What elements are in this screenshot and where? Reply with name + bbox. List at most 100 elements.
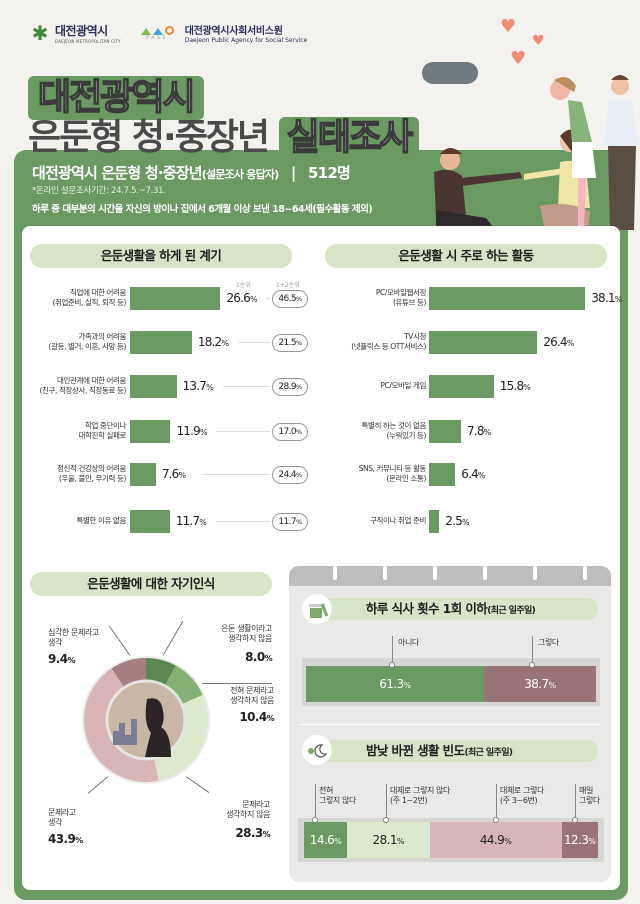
- activity-label: PC/모바일 게임: [380, 381, 426, 390]
- activity-label: PC/모바일웹서핑 (유튜브 등): [375, 288, 426, 307]
- meals-stacked-bar: 61.3% 38.7%: [306, 666, 596, 702]
- reason-label: 가족과의 어려움 (갈등, 별거, 이혼, 사망 등): [48, 332, 127, 351]
- label-tick-dot: [389, 662, 395, 668]
- calendar-ring-icon: [433, 566, 437, 580]
- calendar-ring-icon: [533, 566, 537, 580]
- reason-rank1-value: 11.7%: [175, 514, 207, 528]
- activity-bar: [429, 510, 440, 533]
- woman-silhouette-photo: [105, 679, 187, 761]
- activity-label: TV시청 (넷플릭스 등 OTT서비스): [351, 332, 426, 351]
- label-tick: [575, 784, 576, 820]
- label-tick: [315, 784, 316, 820]
- donut-value: 8.0%: [245, 650, 273, 664]
- activity-value: 15.8%: [499, 379, 531, 393]
- meals-title: 하루 식사 횟수 1회 이하(최근 일주일): [318, 598, 598, 620]
- calendar-ring-icon: [333, 566, 337, 580]
- reason-label: 직업에 대한 어려움 (취업준비, 실직, 퇴직 등): [52, 288, 127, 307]
- label-tick-dot: [383, 817, 389, 823]
- daynight-label: 전혀 그렇지 않다: [319, 786, 356, 805]
- reason-rank12-badge: 24.4%: [272, 466, 308, 484]
- self-perception-donut: [82, 656, 210, 784]
- activity-value: 2.5%: [445, 514, 469, 528]
- meals-label: 그렇다: [538, 638, 559, 647]
- city-emblem-icon: ✱: [31, 21, 49, 45]
- activity-label: 특별히 하는 것이 없음 (누워있기 등): [361, 421, 427, 440]
- reason-rank1-value: 11.9%: [176, 424, 207, 438]
- pass-logo: PASS 대전광역시사회서비스원 Daejeon Public Agency f…: [140, 22, 308, 44]
- cloud-icon: [422, 62, 478, 84]
- activity-label: 구직이나 취업 준비: [370, 516, 426, 525]
- donut-segment: [154, 695, 208, 781]
- title-line1: 대전광역시: [28, 76, 204, 120]
- daynight-segment: 28.1%: [346, 822, 430, 858]
- agency-name: 대전광역시사회서비스원: [184, 26, 283, 37]
- heart-icon: ♥: [500, 16, 517, 37]
- donut-segment: [111, 658, 146, 687]
- title-line2-highlight: 실태조사: [278, 116, 420, 159]
- reason-label: 학업 중단이나 대학진학 실패로: [78, 421, 127, 440]
- header-logos: ✱ 대전광역시 DAEJEON METROPOLITAN CITY PASS 대…: [30, 22, 308, 44]
- respondent-count: 512명: [308, 164, 351, 182]
- rank12-header: 1+2순위: [276, 282, 300, 289]
- donut-category-label: 심각한 문제라고 생각: [48, 628, 99, 647]
- label-tick-dot: [493, 817, 499, 823]
- meals-label: 아니다: [398, 638, 419, 647]
- activity-bar: [429, 375, 494, 398]
- heart-icon: ♥: [532, 33, 545, 49]
- reason-rank12-badge: 46.5%: [272, 290, 308, 308]
- donut-value: 43.9%: [48, 832, 83, 846]
- daynight-stacked-bar: 14.6% 28.1% 44.9% 12.3%: [304, 822, 598, 858]
- label-tick: [386, 784, 387, 820]
- title-line2: 은둔형 청·중장년 실태조사: [28, 116, 420, 160]
- activity-bar: [429, 420, 461, 443]
- activity-bar: [429, 287, 586, 310]
- donut-segment: [146, 658, 176, 685]
- donut-category-label: 전혀 문제라고 생각하지 않음: [230, 686, 274, 705]
- daynight-label: 매일 그렇다: [579, 786, 600, 805]
- calendar-header: [289, 566, 611, 586]
- pass-emblem-icon: [140, 26, 174, 35]
- calendar-ring-icon: [583, 566, 587, 580]
- activity-value: 6.4%: [461, 467, 485, 481]
- reason-rank12-badge: 28.9%: [272, 378, 308, 396]
- label-tick-dot: [529, 662, 535, 668]
- donut-segment: [84, 668, 159, 782]
- donut-value: 9.4%: [48, 652, 76, 666]
- daynight-segment: 14.6%: [304, 822, 347, 858]
- donut-segment: [165, 665, 203, 704]
- activity-value: 26.4%: [543, 335, 574, 349]
- definition-text: 하루 중 대부분의 시간을 자신의 방이나 집에서 6개월 이상 보낸 18~6…: [32, 204, 373, 215]
- leader-line: [201, 474, 270, 475]
- leader-line: [215, 521, 270, 522]
- agency-sub: Daejeon Public Agency for Social Service: [184, 37, 308, 44]
- city-sub: DAEJEON METROPOLITAN CITY: [55, 39, 121, 44]
- reason-bar: [130, 331, 192, 354]
- activity-value: 38.1%: [591, 291, 622, 305]
- activity-label: SNS, 커뮤니티 등 활동 (온라인 소통): [358, 464, 427, 483]
- label-tick: [532, 636, 533, 664]
- leader-line: [216, 431, 270, 432]
- daynight-segment: 12.3%: [561, 822, 598, 858]
- daejeon-city-logo: ✱ 대전광역시 DAEJEON METROPOLITAN CITY: [30, 22, 121, 44]
- label-tick: [392, 636, 393, 664]
- calendar-ring-icon: [383, 566, 387, 580]
- donut-category-label: 문제라고 생각: [48, 808, 76, 827]
- daynight-segment: 44.9%: [429, 822, 562, 858]
- daynight-label: 대체로 그렇지 않다 (주 1~2번): [390, 786, 450, 805]
- reasons-title: 은둔생활을 하게 된 계기: [30, 244, 292, 268]
- self-perception-title: 은둔생활에 대한 자기인식: [30, 572, 272, 596]
- label-tick: [496, 784, 497, 820]
- activity-bar: [429, 331, 538, 354]
- title-line2-plain: 은둔형 청·중장년: [28, 117, 270, 158]
- heart-icon: ♥: [510, 48, 527, 69]
- reason-rank12-badge: 11.7%: [272, 513, 308, 531]
- leader-line: [202, 683, 272, 684]
- donut-category-label: 은둔 생활이라고 생각하지 않음: [221, 624, 272, 643]
- reason-label: 정신적 건강상의 어려움 (우울, 불안, 무기력 등): [57, 464, 126, 483]
- leader-line: [237, 342, 270, 343]
- city-name: 대전광역시: [55, 24, 108, 38]
- leader-line: [222, 386, 270, 387]
- banner-headline: 대전광역시 은둔형 청·중장년(설문조사 응답자) | 512명: [32, 164, 351, 182]
- daynight-label: 대체로 그렇다 (주 3~6번): [500, 786, 544, 805]
- donut-category-label: 문제라고 생각하지 않음: [226, 800, 270, 819]
